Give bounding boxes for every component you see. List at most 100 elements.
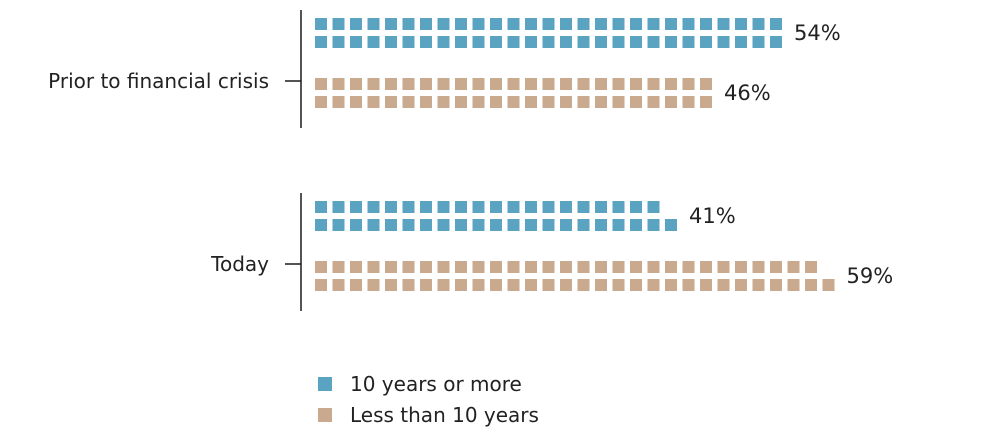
waffle-cell: [315, 261, 327, 273]
waffle-cell: [315, 96, 327, 108]
waffle-cell: [420, 18, 432, 30]
waffle-cell: [612, 201, 625, 213]
waffle-cell: [437, 219, 450, 231]
waffle-cell: [385, 96, 397, 108]
waffle-cell: [420, 78, 432, 90]
waffle-cell: [647, 201, 660, 213]
waffle-cell: [595, 78, 607, 90]
waffle-cell: [315, 219, 327, 231]
waffle-cell: [735, 36, 747, 48]
waffle-cell: [665, 96, 677, 108]
waffle-cell: [700, 78, 712, 90]
waffle-cell: [472, 96, 485, 108]
waffle-cell: [472, 78, 485, 90]
waffle-cell: [402, 96, 415, 108]
waffle-cell: [490, 18, 502, 30]
waffle-cell: [472, 18, 485, 30]
waffle-cell: [560, 261, 572, 273]
waffle-cell: [437, 36, 450, 48]
waffle-cell: [437, 201, 450, 213]
waffle-cell: [367, 201, 380, 213]
waffle-cell: [420, 219, 432, 231]
waffle-cell: [367, 36, 380, 48]
waffle-cell: [805, 261, 817, 273]
waffle-cell: [332, 78, 345, 90]
waffle-cell: [612, 279, 625, 291]
waffle-cell: [560, 201, 572, 213]
waffle-cell: [455, 18, 467, 30]
legend-label-less-than-10-years: Less than 10 years: [350, 403, 539, 427]
waffle-cell: [350, 36, 362, 48]
waffle-cell: [770, 261, 782, 273]
waffle-cell: [595, 96, 607, 108]
waffle-cell: [630, 219, 642, 231]
waffle-cell: [367, 261, 380, 273]
waffle-cell: [315, 36, 327, 48]
waffle-cell: [630, 201, 642, 213]
waffle-cell: [420, 96, 432, 108]
waffle-cell: [525, 261, 537, 273]
value-label-10-years-or-more-prior-to-financial-crisis: 54%: [794, 21, 841, 45]
waffle-cell: [472, 36, 485, 48]
category-axis: [285, 10, 302, 311]
waffle-cell: [682, 36, 695, 48]
waffle-cell: [332, 18, 345, 30]
waffle-cell: [385, 201, 397, 213]
chart-marks: [315, 18, 835, 291]
waffle-cell: [630, 279, 642, 291]
waffle-cell: [577, 261, 590, 273]
waffle-cell: [437, 18, 450, 30]
waffle-cell: [455, 96, 467, 108]
waffle-cell: [507, 36, 520, 48]
waffle-cell: [717, 261, 730, 273]
waffle-cell: [472, 279, 485, 291]
legend-label-10-years-or-more: 10 years or more: [350, 372, 522, 396]
waffle-cell: [595, 36, 607, 48]
waffle-cell: [770, 18, 782, 30]
waffle-cell: [770, 279, 782, 291]
chart-labels: Prior to financial crisis 54% 46% Today 41% 5…: [48, 21, 893, 288]
waffle-cell: [700, 36, 712, 48]
waffle-cell: [665, 78, 677, 90]
waffle-cell: [542, 78, 555, 90]
waffle-cell: [490, 96, 502, 108]
waffle-cell: [595, 201, 607, 213]
waffle-cell: [665, 18, 677, 30]
waffle-cell: [455, 261, 467, 273]
value-label-10-years-or-more-today: 41%: [689, 204, 736, 228]
waffle-cell: [682, 96, 695, 108]
legend-swatch-less-than-10-years: [318, 408, 332, 422]
category-label-prior-to-financial-crisis: Prior to financial crisis: [48, 69, 269, 93]
waffle-cell: [770, 36, 782, 48]
waffle-cell: [367, 78, 380, 90]
waffle-cell: [822, 279, 835, 291]
waffle-cell: [332, 96, 345, 108]
waffle-cell: [420, 201, 432, 213]
waffle-cell: [700, 96, 712, 108]
waffle-cell: [350, 201, 362, 213]
waffle-cell: [647, 261, 660, 273]
waffle-cell: [612, 78, 625, 90]
waffle-cell: [560, 96, 572, 108]
waffle-cell: [577, 78, 590, 90]
waffle-cell: [472, 201, 485, 213]
waffle-cell: [525, 219, 537, 231]
waffle-cell: [717, 18, 730, 30]
waffle-cell: [560, 36, 572, 48]
waffle-cell: [647, 219, 660, 231]
waffle-cell: [647, 18, 660, 30]
waffle-cell: [507, 279, 520, 291]
legend-swatch-10-years-or-more: [318, 377, 332, 391]
waffle-cell: [350, 78, 362, 90]
waffle-cell: [647, 78, 660, 90]
waffle-cell: [595, 279, 607, 291]
waffle-cell: [612, 219, 625, 231]
waffle-bar-10-years-or-more-prior-to-financial-crisis: [315, 18, 782, 48]
waffle-cell: [402, 261, 415, 273]
waffle-cell: [577, 201, 590, 213]
waffle-cell: [560, 78, 572, 90]
waffle-cell: [752, 36, 765, 48]
waffle-cell: [735, 279, 747, 291]
waffle-cell: [700, 279, 712, 291]
waffle-cell: [805, 279, 817, 291]
